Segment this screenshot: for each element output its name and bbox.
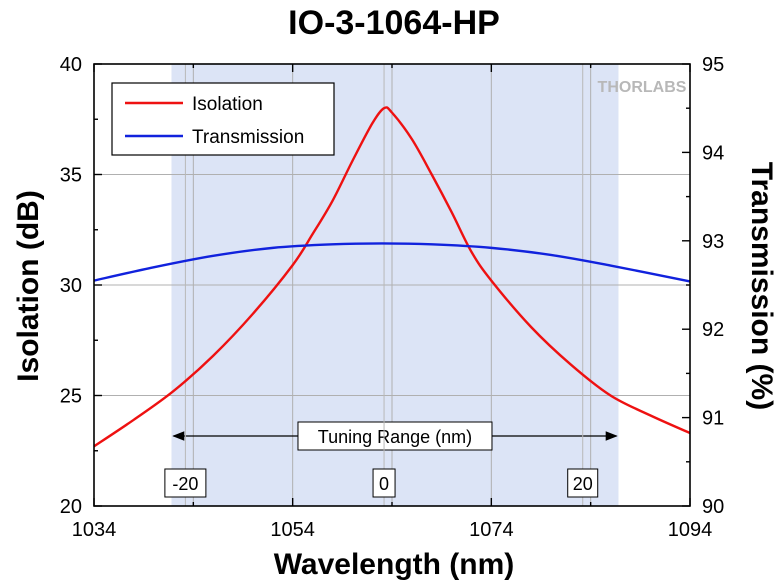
y2-tick-label: 94 [702, 142, 724, 164]
y-tick-label: 25 [60, 386, 82, 408]
tuning-marker-box [164, 468, 207, 498]
x-tick-label: 1074 [469, 519, 514, 541]
tuning-range-label-text: Tuning Range (nm) [318, 427, 472, 447]
y2-tick-label: 95 [702, 54, 724, 76]
axis-ticks: 1034 1054 1074 1094 20 25 30 35 40 90 91 92 93 94 95 [60, 54, 725, 541]
tuning-range-label: Tuning Range (nm) [297, 421, 493, 451]
series-line-transmission [93, 242, 691, 283]
y-tick-label: 35 [60, 165, 82, 187]
y2-tick-label: 90 [702, 496, 724, 518]
y-tick-label: 20 [60, 496, 82, 518]
x-tick-label: 1054 [270, 519, 315, 541]
series-line-isolation [93, 106, 691, 448]
legend-label-transmission: Transmission [192, 127, 304, 148]
legend: Isolation Transmission [111, 82, 335, 156]
tuning-marker-box [567, 468, 599, 498]
tuning-marker-label: 0 [379, 474, 389, 494]
tuning-range-label-box [297, 421, 493, 451]
x-tick-label: 1094 [668, 519, 713, 541]
y2-tick-label: 91 [702, 408, 724, 430]
chart-title: IO-3-1064-HP [288, 4, 500, 42]
watermark-logo: THORLABS [598, 79, 687, 96]
tuning-marker: 0 [372, 468, 396, 498]
y-tick-label: 30 [60, 275, 82, 297]
tuning-marker: 20 [567, 468, 599, 498]
y2-tick-label: 92 [702, 319, 724, 341]
legend-label-isolation: Isolation [192, 94, 263, 115]
tuning-marker: -20 [164, 468, 207, 498]
tuning-range-annotation: Tuning Range (nm) -20 0 20 [164, 64, 618, 506]
y2-tick-label: 93 [702, 231, 724, 253]
tuning-marker-label: 20 [573, 474, 593, 494]
tuning-marker-box [372, 468, 396, 498]
y-axis-label: Isolation (dB) [12, 190, 45, 382]
tuning-marker-label: -20 [172, 474, 198, 494]
y-tick-label: 40 [60, 54, 82, 76]
legend-box [111, 82, 335, 156]
series-layer [93, 106, 691, 448]
x-axis-label: Wavelength (nm) [274, 548, 515, 581]
x-tick-label: 1034 [72, 519, 117, 541]
y2-axis-label: Transmission (%) [745, 162, 778, 410]
